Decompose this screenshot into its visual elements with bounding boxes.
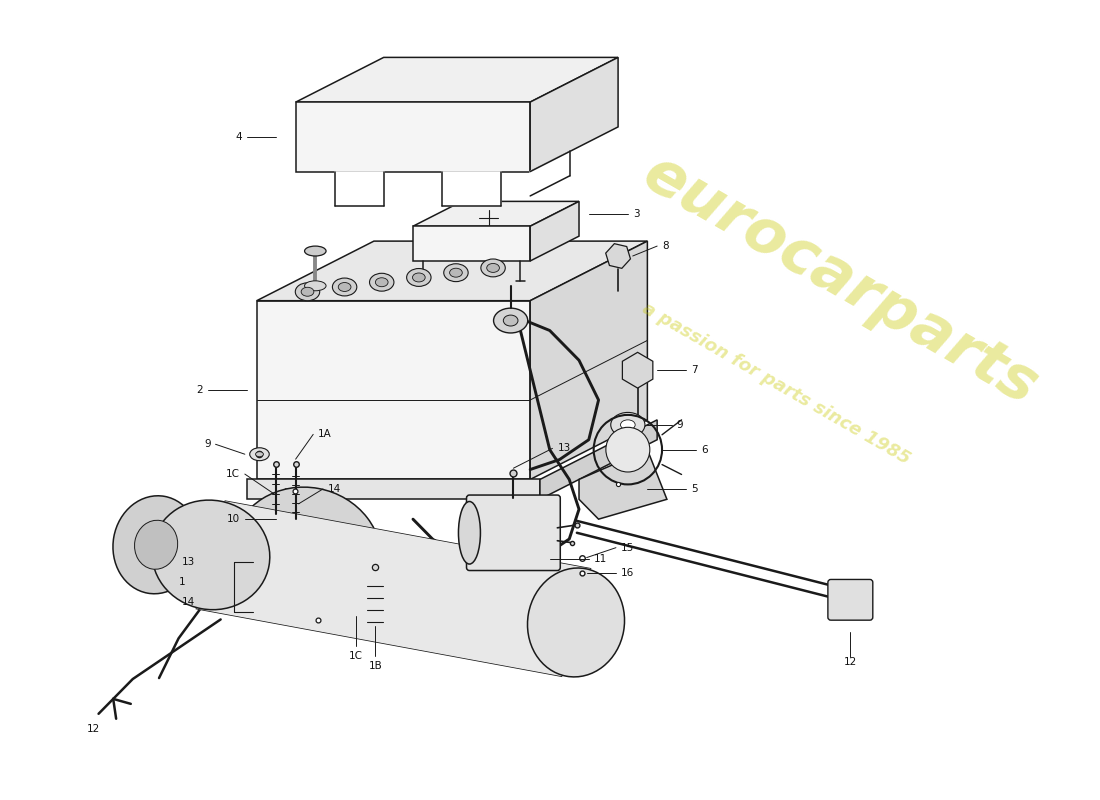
Text: 6: 6: [701, 445, 707, 454]
Ellipse shape: [295, 283, 320, 301]
Ellipse shape: [481, 259, 505, 277]
Text: 11: 11: [594, 554, 607, 564]
Ellipse shape: [250, 448, 270, 461]
Ellipse shape: [134, 520, 178, 570]
Polygon shape: [530, 151, 570, 196]
Text: 4: 4: [235, 132, 242, 142]
Ellipse shape: [443, 264, 469, 282]
Text: 14: 14: [328, 484, 341, 494]
Ellipse shape: [450, 268, 462, 277]
Text: 9: 9: [204, 439, 211, 450]
Text: a passion for parts since 1985: a passion for parts since 1985: [639, 300, 913, 469]
Text: 12: 12: [844, 657, 857, 667]
Polygon shape: [256, 241, 648, 301]
Ellipse shape: [610, 413, 645, 438]
Polygon shape: [540, 420, 657, 499]
Ellipse shape: [412, 273, 426, 282]
Polygon shape: [530, 241, 648, 479]
Text: 3: 3: [632, 209, 639, 219]
Polygon shape: [530, 58, 618, 171]
Polygon shape: [197, 501, 591, 676]
Polygon shape: [334, 171, 384, 206]
Ellipse shape: [606, 427, 650, 472]
Polygon shape: [412, 202, 579, 226]
Ellipse shape: [494, 308, 528, 333]
Ellipse shape: [370, 274, 394, 291]
Polygon shape: [442, 171, 501, 206]
Polygon shape: [412, 226, 530, 261]
Ellipse shape: [305, 246, 326, 256]
Ellipse shape: [301, 287, 314, 296]
Ellipse shape: [620, 420, 635, 430]
Text: 2: 2: [197, 385, 204, 395]
Polygon shape: [579, 450, 667, 519]
Text: 16: 16: [620, 567, 634, 578]
Ellipse shape: [375, 278, 388, 286]
Text: 1C: 1C: [226, 469, 240, 479]
Text: 13: 13: [558, 443, 571, 454]
Text: 14: 14: [182, 597, 195, 606]
Text: 10: 10: [227, 514, 240, 524]
Text: 7: 7: [691, 366, 698, 375]
Ellipse shape: [152, 500, 270, 610]
Text: 1: 1: [178, 577, 185, 587]
Text: 8: 8: [662, 241, 669, 251]
Ellipse shape: [459, 502, 481, 564]
FancyBboxPatch shape: [828, 579, 872, 620]
Text: 5: 5: [691, 484, 698, 494]
Ellipse shape: [255, 452, 263, 457]
Polygon shape: [256, 301, 530, 479]
Ellipse shape: [528, 568, 625, 677]
Text: eurocarparts: eurocarparts: [634, 144, 1048, 418]
Text: 1C: 1C: [349, 651, 363, 661]
Ellipse shape: [113, 496, 199, 594]
Ellipse shape: [305, 281, 326, 290]
Text: 12: 12: [87, 724, 100, 734]
Ellipse shape: [332, 278, 356, 296]
Ellipse shape: [231, 487, 382, 624]
Text: 1A: 1A: [318, 430, 332, 439]
Ellipse shape: [504, 315, 518, 326]
Text: 13: 13: [182, 557, 195, 567]
Ellipse shape: [486, 263, 499, 272]
Polygon shape: [246, 479, 540, 499]
Text: 9: 9: [676, 420, 683, 430]
Polygon shape: [296, 102, 530, 171]
Text: 15: 15: [620, 542, 634, 553]
Polygon shape: [197, 501, 591, 676]
Polygon shape: [296, 58, 618, 102]
Ellipse shape: [339, 282, 351, 291]
FancyBboxPatch shape: [466, 495, 560, 570]
Ellipse shape: [407, 269, 431, 286]
Polygon shape: [530, 202, 579, 261]
Text: 1B: 1B: [368, 661, 382, 671]
